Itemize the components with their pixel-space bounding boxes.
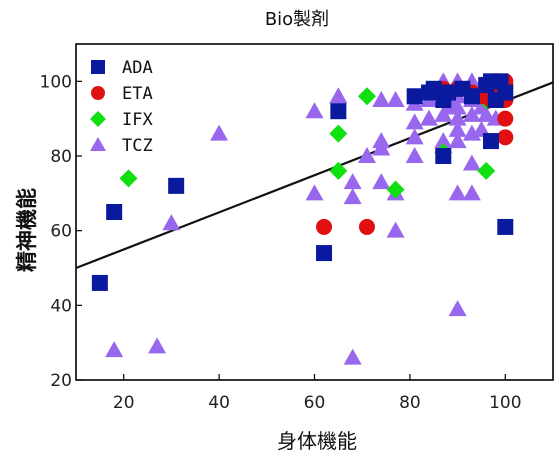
data-point-tcz (448, 300, 467, 317)
data-point-ada (168, 177, 185, 194)
data-point-tcz (419, 109, 438, 126)
data-point-ada (106, 204, 123, 220)
data-point-ifx (329, 124, 348, 143)
legend-marker-eta (91, 86, 105, 100)
legend-marker-tcz (90, 137, 106, 151)
data-point-ifx (477, 161, 496, 180)
data-point-tcz (372, 91, 391, 107)
data-point-ada (463, 88, 480, 105)
data-point-ifx (329, 161, 348, 180)
data-point-ifx (119, 169, 138, 188)
data-point-tcz (372, 139, 391, 156)
data-point-tcz (329, 87, 348, 104)
data-point-tcz (405, 147, 424, 163)
data-point-tcz (462, 105, 481, 122)
y-axis-label: 精神機能 (15, 188, 39, 272)
data-point-tcz (448, 98, 467, 115)
x-tick-label: 40 (208, 393, 230, 413)
data-point-tcz (343, 173, 362, 190)
legend-label-ada: ADA (122, 58, 153, 78)
y-tick-label: 60 (50, 222, 72, 242)
legend-label-tcz: TCZ (122, 136, 153, 156)
data-point-tcz (343, 188, 362, 205)
data-point-tcz (372, 173, 391, 190)
chart-title: Bio製剤 (265, 9, 329, 30)
data-point-tcz (305, 102, 324, 119)
data-point-eta (497, 129, 514, 146)
data-point-ada (440, 84, 457, 101)
data-point-tcz (462, 184, 481, 201)
data-point-eta (497, 110, 514, 127)
data-point-tcz (357, 147, 376, 163)
y-tick-label: 80 (50, 147, 72, 167)
x-tick-label: 60 (304, 393, 326, 413)
data-point-ada (497, 84, 514, 101)
data-point-eta (358, 218, 375, 235)
data-point-tcz (448, 109, 467, 126)
y-tick-label: 20 (50, 371, 72, 391)
data-point-tcz (162, 214, 181, 231)
data-point-tcz (148, 337, 167, 354)
x-tick-label: 80 (399, 393, 421, 413)
data-point-tcz (472, 120, 491, 137)
data-point-tcz (448, 184, 467, 201)
legend-marker-ifx (90, 111, 106, 127)
x-axis-label: 身体機能 (277, 429, 357, 453)
legend-marker-ada (91, 60, 105, 74)
data-point-ada (316, 245, 333, 262)
data-point-tcz (448, 132, 467, 149)
data-point-tcz (386, 221, 405, 238)
data-point-ifx (357, 87, 376, 106)
x-tick-label: 100 (489, 393, 521, 413)
data-point-tcz (448, 120, 467, 137)
y-tick-label: 100 (40, 72, 72, 92)
data-point-ada (482, 133, 499, 150)
data-point-ada (330, 103, 347, 120)
data-point-tcz (105, 341, 124, 358)
data-point-eta (316, 218, 333, 235)
series-ada (91, 73, 514, 291)
data-point-ada (91, 274, 108, 291)
data-point-ada (406, 88, 423, 105)
data-point-ada (497, 218, 514, 235)
x-tick-label: 20 (113, 393, 135, 413)
data-point-tcz (477, 105, 496, 122)
data-point-tcz (462, 154, 481, 171)
data-point-tcz (343, 348, 362, 365)
data-point-tcz (405, 113, 424, 130)
legend-label-eta: ETA (122, 84, 153, 104)
data-point-ifx (386, 180, 405, 199)
data-point-tcz (405, 128, 424, 145)
legend-label-ifx: IFX (122, 110, 153, 130)
data-point-tcz (386, 91, 405, 107)
data-point-tcz (305, 184, 324, 201)
data-point-tcz (210, 124, 229, 141)
data-point-tcz (434, 132, 453, 149)
y-tick-label: 40 (50, 296, 72, 316)
data-point-ada (435, 148, 452, 164)
